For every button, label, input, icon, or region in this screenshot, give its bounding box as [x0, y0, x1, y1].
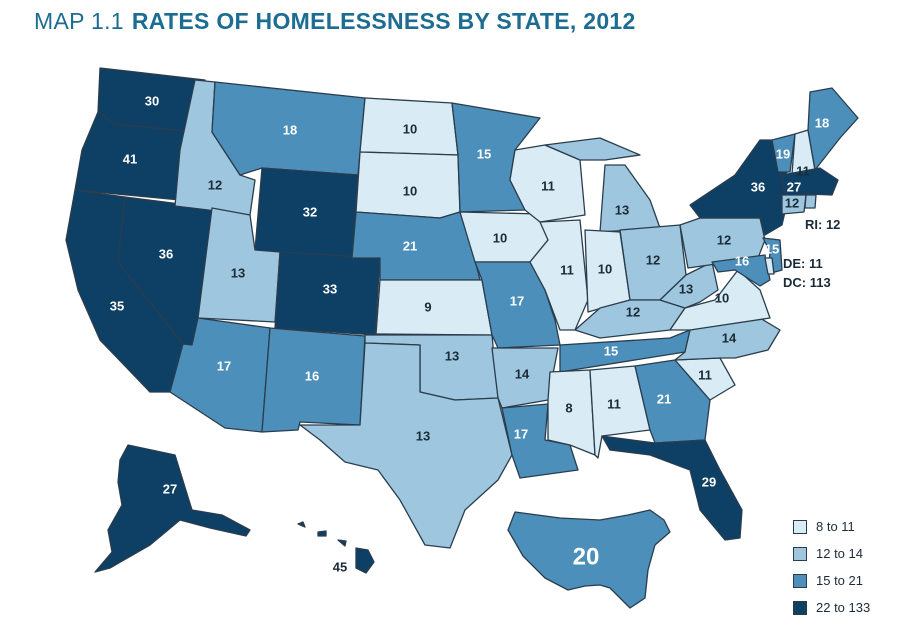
label-la: 17: [514, 426, 528, 441]
state-ri[interactable]: [804, 194, 817, 209]
state-hi[interactable]: [297, 521, 375, 574]
label-us-total: 20: [573, 543, 600, 570]
label-mi: 13: [615, 202, 629, 217]
state-ks[interactable]: [375, 279, 493, 336]
legend-label: 8 to 11: [816, 519, 855, 534]
state-vt[interactable]: [771, 133, 796, 173]
label-vt: 19: [776, 146, 790, 161]
label-sc: 11: [698, 367, 712, 382]
legend-item: 15 to 21: [793, 567, 870, 594]
label-nc: 14: [722, 330, 737, 345]
label-ma: 27: [787, 179, 801, 194]
state-tx[interactable]: [299, 342, 513, 549]
us-total-inset[interactable]: [507, 509, 671, 609]
legend-swatch-bin3: [793, 573, 807, 588]
label-fl: 29: [702, 474, 716, 489]
label-ms: 8: [565, 400, 572, 415]
label-or: 41: [123, 151, 137, 166]
label-co: 33: [323, 281, 337, 296]
label-hi: 45: [333, 559, 347, 574]
label-ks: 9: [424, 299, 431, 314]
legend-label: 22 to 133: [816, 600, 871, 615]
state-nj[interactable]: [762, 237, 783, 275]
legend-item: 22 to 133: [793, 594, 870, 621]
label-pa: 12: [717, 232, 731, 247]
label-nv: 36: [159, 246, 173, 261]
legend-swatch-bin1: [793, 519, 807, 534]
callout-dc: DC: 113: [783, 275, 831, 290]
label-nh: 11: [796, 163, 810, 178]
label-id: 12: [208, 177, 222, 192]
label-va: 10: [715, 290, 729, 305]
legend-swatch-bin4: [793, 600, 807, 615]
map-heading: RATES OF HOMELESSNESS BY STATE, 2012: [131, 8, 636, 34]
label-mn: 15: [477, 146, 491, 161]
label-ar: 14: [515, 366, 530, 381]
legend-item: 12 to 14: [793, 540, 870, 567]
label-wa: 30: [145, 93, 159, 108]
label-ut: 13: [231, 265, 245, 280]
state-ct[interactable]: [781, 194, 807, 215]
label-il: 11: [560, 262, 574, 277]
map-title: MAP 1.1 RATES OF HOMELESSNESS BY STATE, 2…: [34, 8, 636, 35]
label-nj: 15: [765, 241, 779, 256]
label-ct: 12: [785, 195, 799, 210]
state-de[interactable]: [764, 257, 775, 275]
label-nd: 10: [403, 121, 417, 136]
map-number: MAP 1.1: [34, 8, 124, 34]
state-md[interactable]: [711, 254, 771, 287]
label-oh: 12: [646, 252, 660, 267]
state-ar[interactable]: [491, 347, 559, 409]
label-mo: 17: [510, 293, 524, 308]
label-nm: 16: [305, 368, 319, 383]
state-il[interactable]: [529, 219, 589, 331]
label-wv: 13: [679, 281, 693, 296]
legend-swatch-bin2: [793, 546, 807, 561]
label-ny: 36: [751, 179, 765, 194]
label-ky: 12: [626, 304, 640, 319]
label-az: 17: [217, 358, 231, 373]
legend-item: 8 to 11: [793, 513, 870, 540]
label-ia: 10: [493, 230, 507, 245]
label-ak: 27: [163, 481, 177, 496]
label-al: 11: [607, 396, 621, 411]
label-mt: 18: [283, 122, 297, 137]
callout-de: DE: 11: [783, 256, 823, 271]
label-in: 10: [598, 261, 612, 276]
label-md: 16: [735, 253, 749, 268]
state-wv[interactable]: [659, 261, 719, 309]
label-ok: 13: [445, 348, 459, 363]
legend-label: 15 to 21: [816, 573, 863, 588]
legend-label: 12 to 14: [816, 546, 863, 561]
label-ne: 21: [403, 238, 417, 253]
label-ga: 21: [657, 391, 671, 406]
state-ak[interactable]: [94, 444, 251, 573]
label-wy: 32: [303, 204, 317, 219]
label-me: 18: [815, 115, 829, 130]
label-wi: 11: [541, 178, 555, 193]
label-tn: 15: [604, 343, 618, 358]
label-tx: 13: [416, 428, 430, 443]
state-fl[interactable]: [601, 435, 743, 541]
label-sd: 10: [403, 183, 417, 198]
label-ca: 35: [110, 298, 124, 313]
legend: 8 to 11 12 to 14 15 to 21 22 to 133: [793, 513, 870, 621]
state-mi[interactable]: [544, 137, 661, 233]
callout-ri: RI: 12: [805, 217, 840, 232]
